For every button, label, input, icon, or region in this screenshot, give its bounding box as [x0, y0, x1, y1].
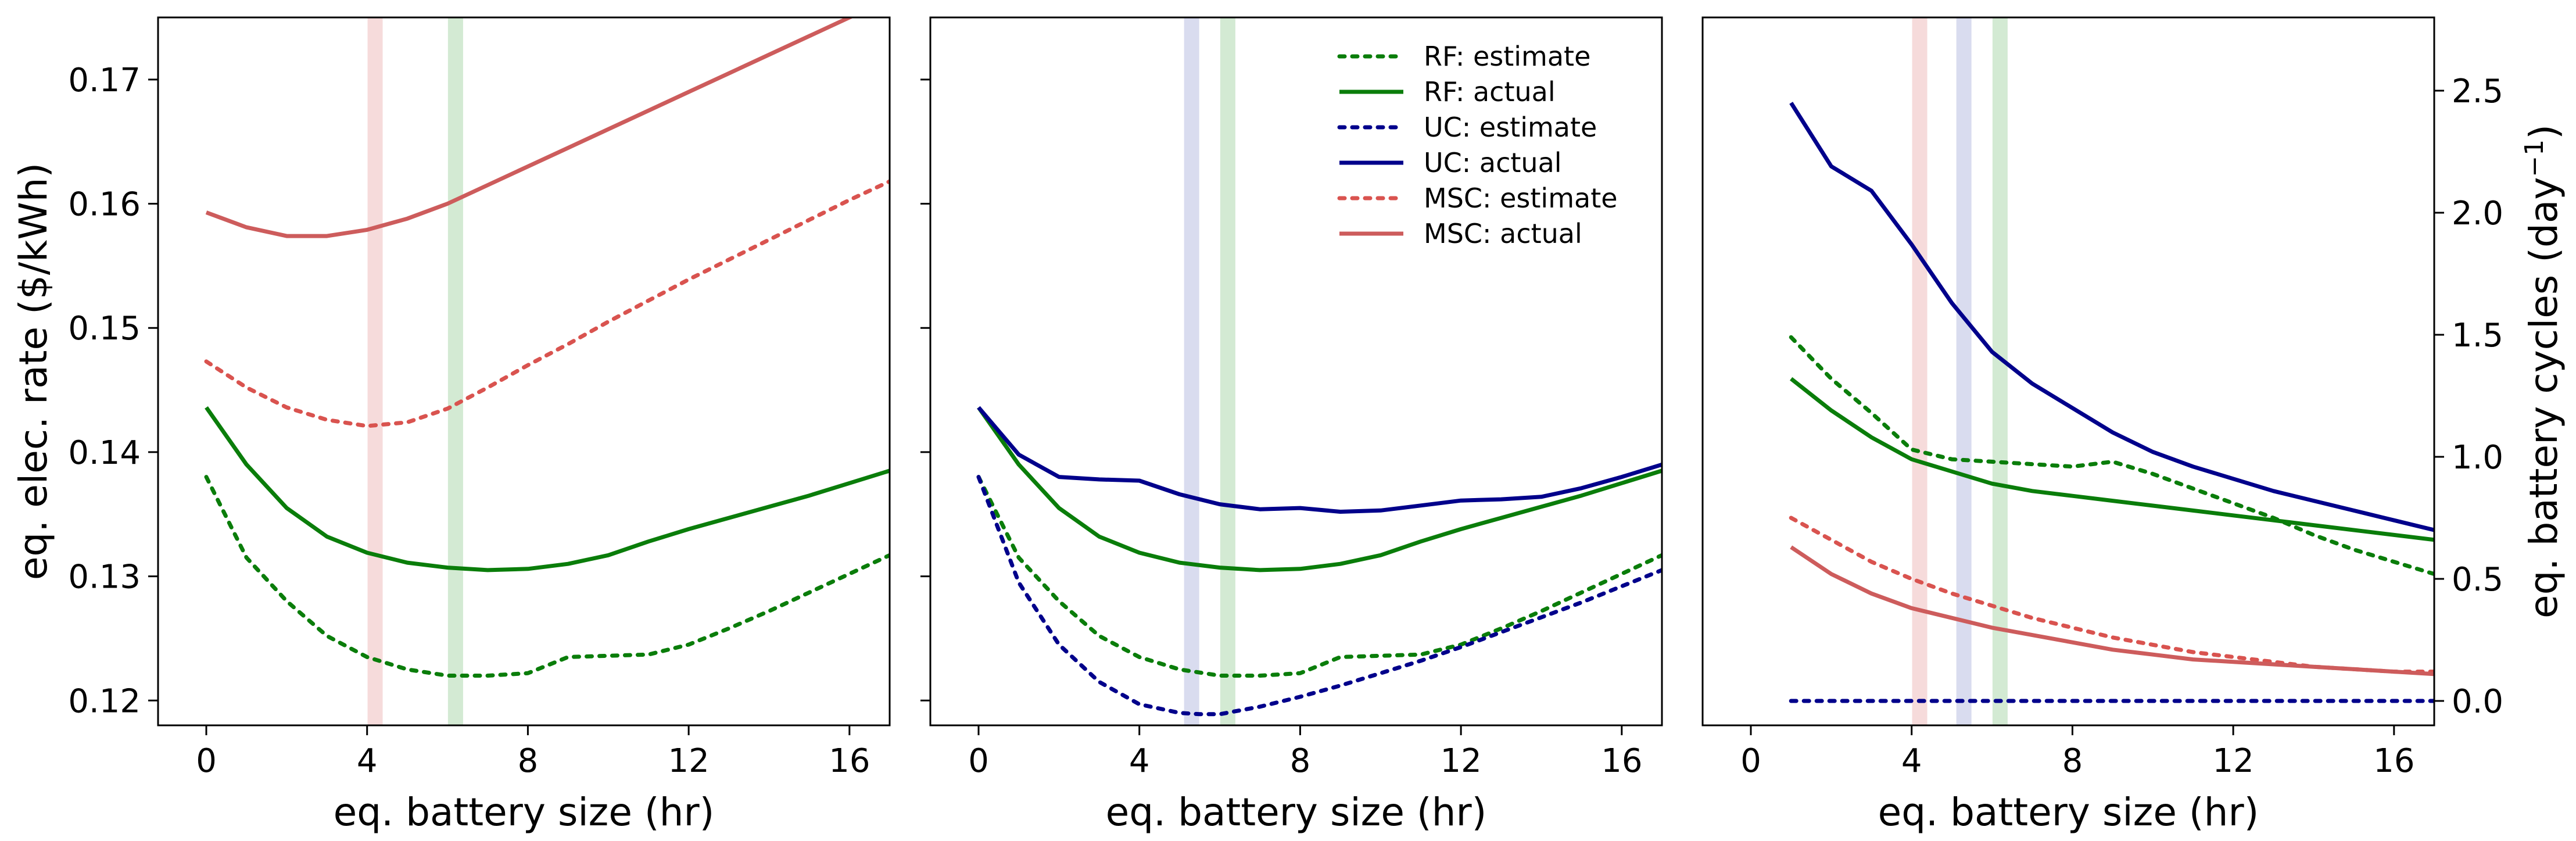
series-line-rf-actual [977, 406, 1662, 572]
highlight-band [1220, 17, 1235, 725]
series-line-msc-actual [205, 17, 855, 238]
series-line-uc-actual [1789, 102, 2434, 532]
highlight-band [1992, 17, 2008, 725]
x-tick-label: 12 [2212, 742, 2253, 780]
x-tick-label: 4 [1129, 742, 1150, 780]
y-tick-label: 1.5 [2452, 317, 2503, 355]
panel-middle: 0 4 8 12 16 eq. battery size (hr) [920, 16, 1663, 835]
legend: RF: estimate RF: actual UC: estimate UC: ac… [1337, 41, 1618, 249]
y-tick-label: 0.17 [68, 62, 141, 99]
y-tick-label: 0.12 [68, 682, 141, 720]
x-axis-label: eq. battery size (hr) [1106, 790, 1487, 835]
y-tick-label: 0.15 [68, 310, 141, 348]
y-tick-label: 0.13 [68, 559, 141, 596]
legend-label: UC: estimate [1424, 112, 1597, 143]
x-axis-label: eq. battery size (hr) [334, 790, 715, 835]
x-tick-label: 4 [357, 742, 378, 780]
x-tick-label: 0 [196, 742, 217, 780]
series-line-rf-actual [205, 406, 890, 572]
highlight-band [1956, 17, 1972, 725]
x-tick-label: 16 [1601, 742, 1642, 780]
highlight-band [1184, 17, 1199, 725]
y-tick-label: 0.5 [2452, 561, 2503, 599]
x-tick-label: 4 [1901, 742, 1922, 780]
legend-label: UC: actual [1424, 147, 1562, 178]
highlight-band [367, 17, 383, 725]
legend-label: MSC: actual [1424, 218, 1582, 249]
series-line-rf-actual [1790, 377, 2434, 542]
legend-label: RF: actual [1424, 76, 1556, 108]
x-tick-label: 16 [2373, 742, 2414, 780]
series-line-msc-estimate [204, 179, 890, 428]
highlight-band [1912, 17, 1927, 725]
x-tick-label: 16 [829, 742, 870, 780]
series-line-msc-actual [1790, 545, 2434, 677]
highlight-band [447, 17, 463, 725]
x-axis-label: eq. battery size (hr) [1878, 790, 2259, 835]
y-axis-label-right: eq. battery cycles (day−1) [2520, 124, 2566, 618]
x-tick-label: 8 [2062, 742, 2083, 780]
y-axis-label: eq. elec. rate ($/kWh) [11, 163, 56, 580]
x-tick-label: 12 [1440, 742, 1481, 780]
y-tick-label: 0.14 [68, 434, 141, 472]
x-tick-label: 0 [1740, 742, 1761, 780]
y-tick-label: 2.0 [2452, 195, 2503, 232]
y-tick-label: 0.16 [68, 186, 141, 224]
legend-label: MSC: estimate [1424, 182, 1618, 214]
y-tick-label: 2.5 [2452, 73, 2503, 110]
x-tick-label: 8 [1290, 742, 1311, 780]
axes-frame [929, 16, 1663, 727]
y-axis-label-main: eq. battery cycles (day [2521, 177, 2566, 618]
axes-frame [157, 16, 891, 727]
x-tick-label: 0 [968, 742, 989, 780]
y-axis-label-superscript: −1 [2520, 139, 2549, 177]
series-line-rf-estimate [976, 475, 1662, 678]
series-line-rf-estimate [204, 475, 890, 678]
x-tick-label: 8 [518, 742, 539, 780]
panel-right: 0 4 8 12 16 0.0 0.5 1.0 1.5 2.0 2.5 eq. battery siz… [1701, 16, 2566, 835]
series-line-rf-estimate [1789, 335, 2434, 577]
y-axis-label-tail: ) [2521, 124, 2566, 139]
axes-frame [1701, 16, 2435, 727]
y-tick-label: 1.0 [2452, 439, 2503, 477]
x-tick-label: 12 [668, 742, 709, 780]
legend-label: RF: estimate [1424, 41, 1590, 72]
series-line-uc-estimate [976, 475, 1662, 717]
y-tick-label: 0.0 [2452, 683, 2503, 721]
series-line-uc-actual [977, 406, 1662, 514]
panel-left: 0 4 8 12 16 0.12 0.13 0.14 0.15 0.16 0.17 eq. batte… [11, 16, 891, 835]
